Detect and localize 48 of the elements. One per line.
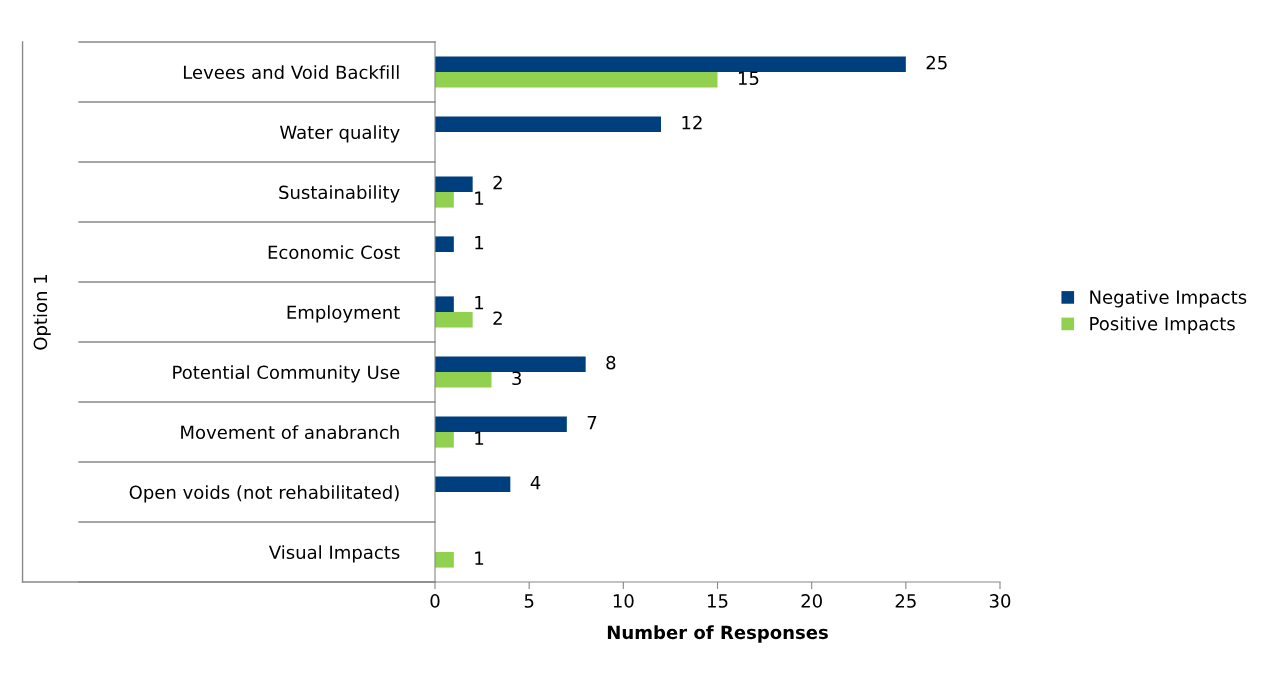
x-tick-label: 5 (524, 594, 534, 608)
y-tick-label: Sustainability (279, 185, 400, 203)
data-label: 7 (587, 416, 597, 430)
y-tick-label: Visual Impacts (268, 545, 400, 563)
x-tick-label: 0 (430, 594, 440, 608)
bar (435, 416, 567, 432)
y-tick-label: Employment (287, 305, 400, 323)
data-label: 15 (738, 71, 759, 86)
bar (435, 192, 454, 208)
bar (435, 372, 492, 388)
data-label: 3 (512, 371, 521, 386)
legend-label: Negative Impacts (1090, 290, 1247, 308)
y-axis-title: Option 1 (33, 274, 51, 350)
bar (435, 56, 906, 72)
x-tick-label: 20 (801, 594, 822, 608)
data-label: 1 (475, 191, 484, 205)
data-label: 1 (475, 296, 484, 310)
data-label: 1 (475, 236, 484, 250)
bar (435, 312, 473, 328)
bar (435, 552, 454, 568)
data-label: 8 (606, 355, 616, 370)
y-tick-label: Open voids (not rehabilitated) (129, 485, 399, 503)
bar (435, 72, 718, 88)
x-tick-label: 30 (989, 594, 1011, 608)
data-label: 12 (682, 115, 702, 130)
data-label: 4 (530, 476, 541, 490)
bar (435, 476, 511, 492)
data-label: 2 (493, 175, 502, 190)
x-tick-label: 25 (895, 594, 916, 608)
data-label: 1 (475, 551, 484, 565)
y-tick-label: Levees and Void Backfill (183, 65, 399, 80)
bar (435, 356, 586, 372)
x-axis-title: Number of Responses (607, 625, 828, 643)
y-tick-label: Water quality (280, 125, 400, 143)
data-label: 25 (926, 55, 947, 70)
y-tick-label: Movement of anabranch (181, 425, 399, 440)
bar (435, 176, 473, 192)
data-label: 1 (475, 431, 484, 445)
data-label: 2 (493, 311, 502, 325)
bar (435, 236, 454, 252)
x-tick-label: 10 (613, 594, 634, 608)
bar (435, 432, 454, 448)
legend-label: Positive Impacts (1090, 316, 1235, 334)
bar (435, 116, 661, 132)
bar (435, 296, 454, 312)
y-tick-label: Potential Community Use (173, 365, 400, 383)
y-tick-label: Economic Cost (268, 245, 400, 260)
x-tick-label: 15 (708, 594, 728, 608)
